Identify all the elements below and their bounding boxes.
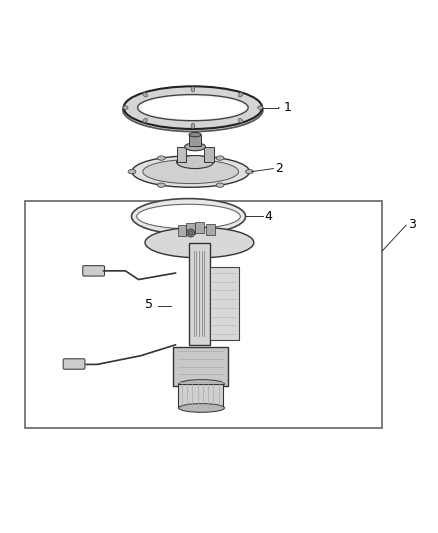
Ellipse shape	[143, 93, 148, 97]
Ellipse shape	[142, 96, 244, 119]
Ellipse shape	[145, 228, 254, 258]
Ellipse shape	[123, 106, 128, 109]
Polygon shape	[177, 147, 186, 162]
Polygon shape	[206, 243, 210, 345]
Ellipse shape	[188, 231, 193, 235]
Ellipse shape	[238, 93, 243, 97]
Bar	[173, 347, 228, 386]
Ellipse shape	[132, 156, 250, 187]
Bar	[25, 201, 382, 427]
Polygon shape	[188, 243, 193, 345]
Ellipse shape	[157, 183, 165, 188]
Ellipse shape	[179, 379, 224, 389]
Ellipse shape	[137, 204, 240, 229]
Text: 4: 4	[264, 209, 272, 222]
Text: 1: 1	[283, 101, 291, 114]
Bar	[206, 224, 215, 235]
Polygon shape	[204, 147, 214, 162]
Bar	[188, 243, 210, 345]
Ellipse shape	[143, 160, 239, 183]
Ellipse shape	[191, 87, 194, 92]
Bar	[178, 384, 223, 408]
Bar	[178, 225, 186, 236]
Text: 5: 5	[145, 298, 153, 311]
Ellipse shape	[131, 199, 246, 235]
Ellipse shape	[138, 94, 248, 120]
Ellipse shape	[128, 169, 136, 174]
Ellipse shape	[258, 106, 263, 109]
Bar	[210, 266, 239, 341]
FancyBboxPatch shape	[63, 359, 85, 369]
Ellipse shape	[179, 403, 224, 413]
Ellipse shape	[189, 133, 201, 137]
Ellipse shape	[187, 229, 194, 237]
FancyBboxPatch shape	[83, 265, 105, 276]
Ellipse shape	[123, 88, 263, 132]
Text: 3: 3	[408, 218, 416, 231]
Bar	[195, 222, 204, 233]
Ellipse shape	[143, 118, 148, 123]
Text: 2: 2	[276, 161, 283, 175]
Ellipse shape	[246, 169, 253, 174]
Ellipse shape	[157, 156, 165, 160]
Ellipse shape	[177, 156, 214, 168]
Bar	[186, 223, 195, 234]
Bar	[189, 135, 201, 146]
Ellipse shape	[191, 123, 194, 128]
Ellipse shape	[216, 156, 224, 160]
Ellipse shape	[216, 183, 224, 188]
Ellipse shape	[185, 143, 205, 151]
Ellipse shape	[124, 86, 262, 129]
Ellipse shape	[238, 118, 243, 123]
